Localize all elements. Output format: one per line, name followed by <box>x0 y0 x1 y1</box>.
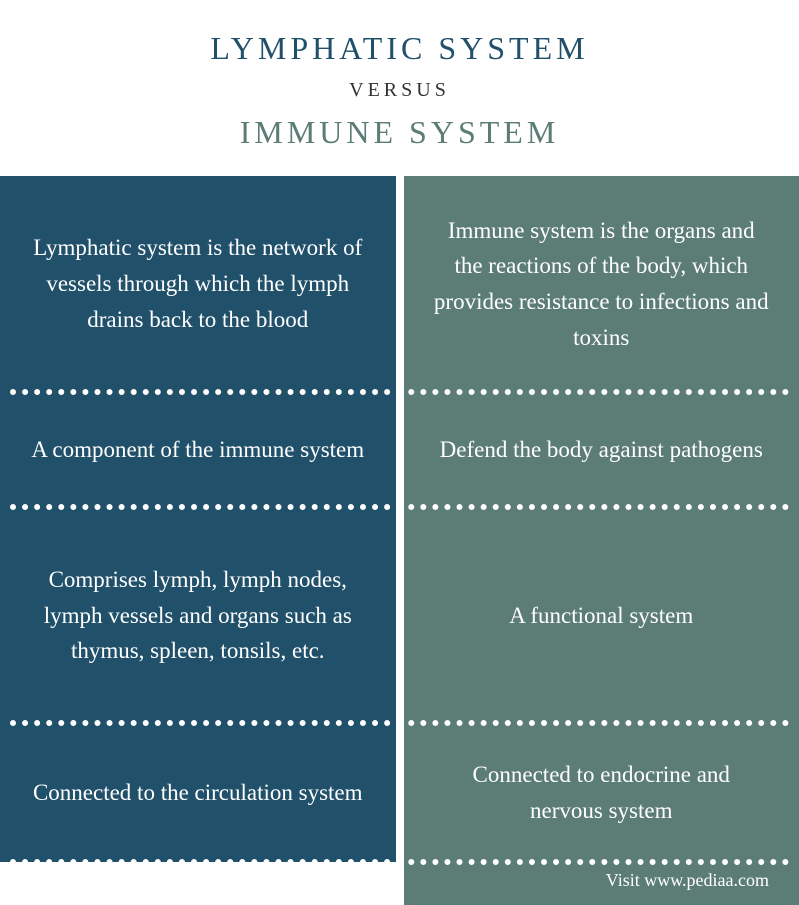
comparison-table: Lymphatic system is the network of vesse… <box>0 176 799 905</box>
left-cell: Connected to the circulation system <box>0 723 396 862</box>
header: LYMPHATIC SYSTEM VERSUS IMMUNE SYSTEM <box>0 0 799 176</box>
right-cell: Immune system is the organs and the reac… <box>404 176 799 392</box>
right-cell: Connected to endocrine and nervous syste… <box>404 723 799 862</box>
header-versus: VERSUS <box>20 79 779 102</box>
header-left-title: LYMPHATIC SYSTEM <box>20 30 779 67</box>
comparison-row: A component of the immune system Defend … <box>0 392 799 508</box>
header-right-title: IMMUNE SYSTEM <box>20 114 779 151</box>
comparison-row: Lymphatic system is the network of vesse… <box>0 176 799 392</box>
left-cell: A component of the immune system <box>0 392 396 508</box>
right-cell: A functional system <box>404 507 799 723</box>
left-cell: Comprises lymph, lymph nodes, lymph vess… <box>0 507 396 723</box>
left-cell: Lymphatic system is the network of vesse… <box>0 176 396 392</box>
comparison-infographic: LYMPHATIC SYSTEM VERSUS IMMUNE SYSTEM Ly… <box>0 0 799 905</box>
footer-credit: Visit www.pediaa.com <box>404 862 799 905</box>
comparison-row: Comprises lymph, lymph nodes, lymph vess… <box>0 507 799 723</box>
right-cell: Defend the body against pathogens <box>404 392 799 508</box>
comparison-row: Connected to the circulation system Conn… <box>0 723 799 862</box>
